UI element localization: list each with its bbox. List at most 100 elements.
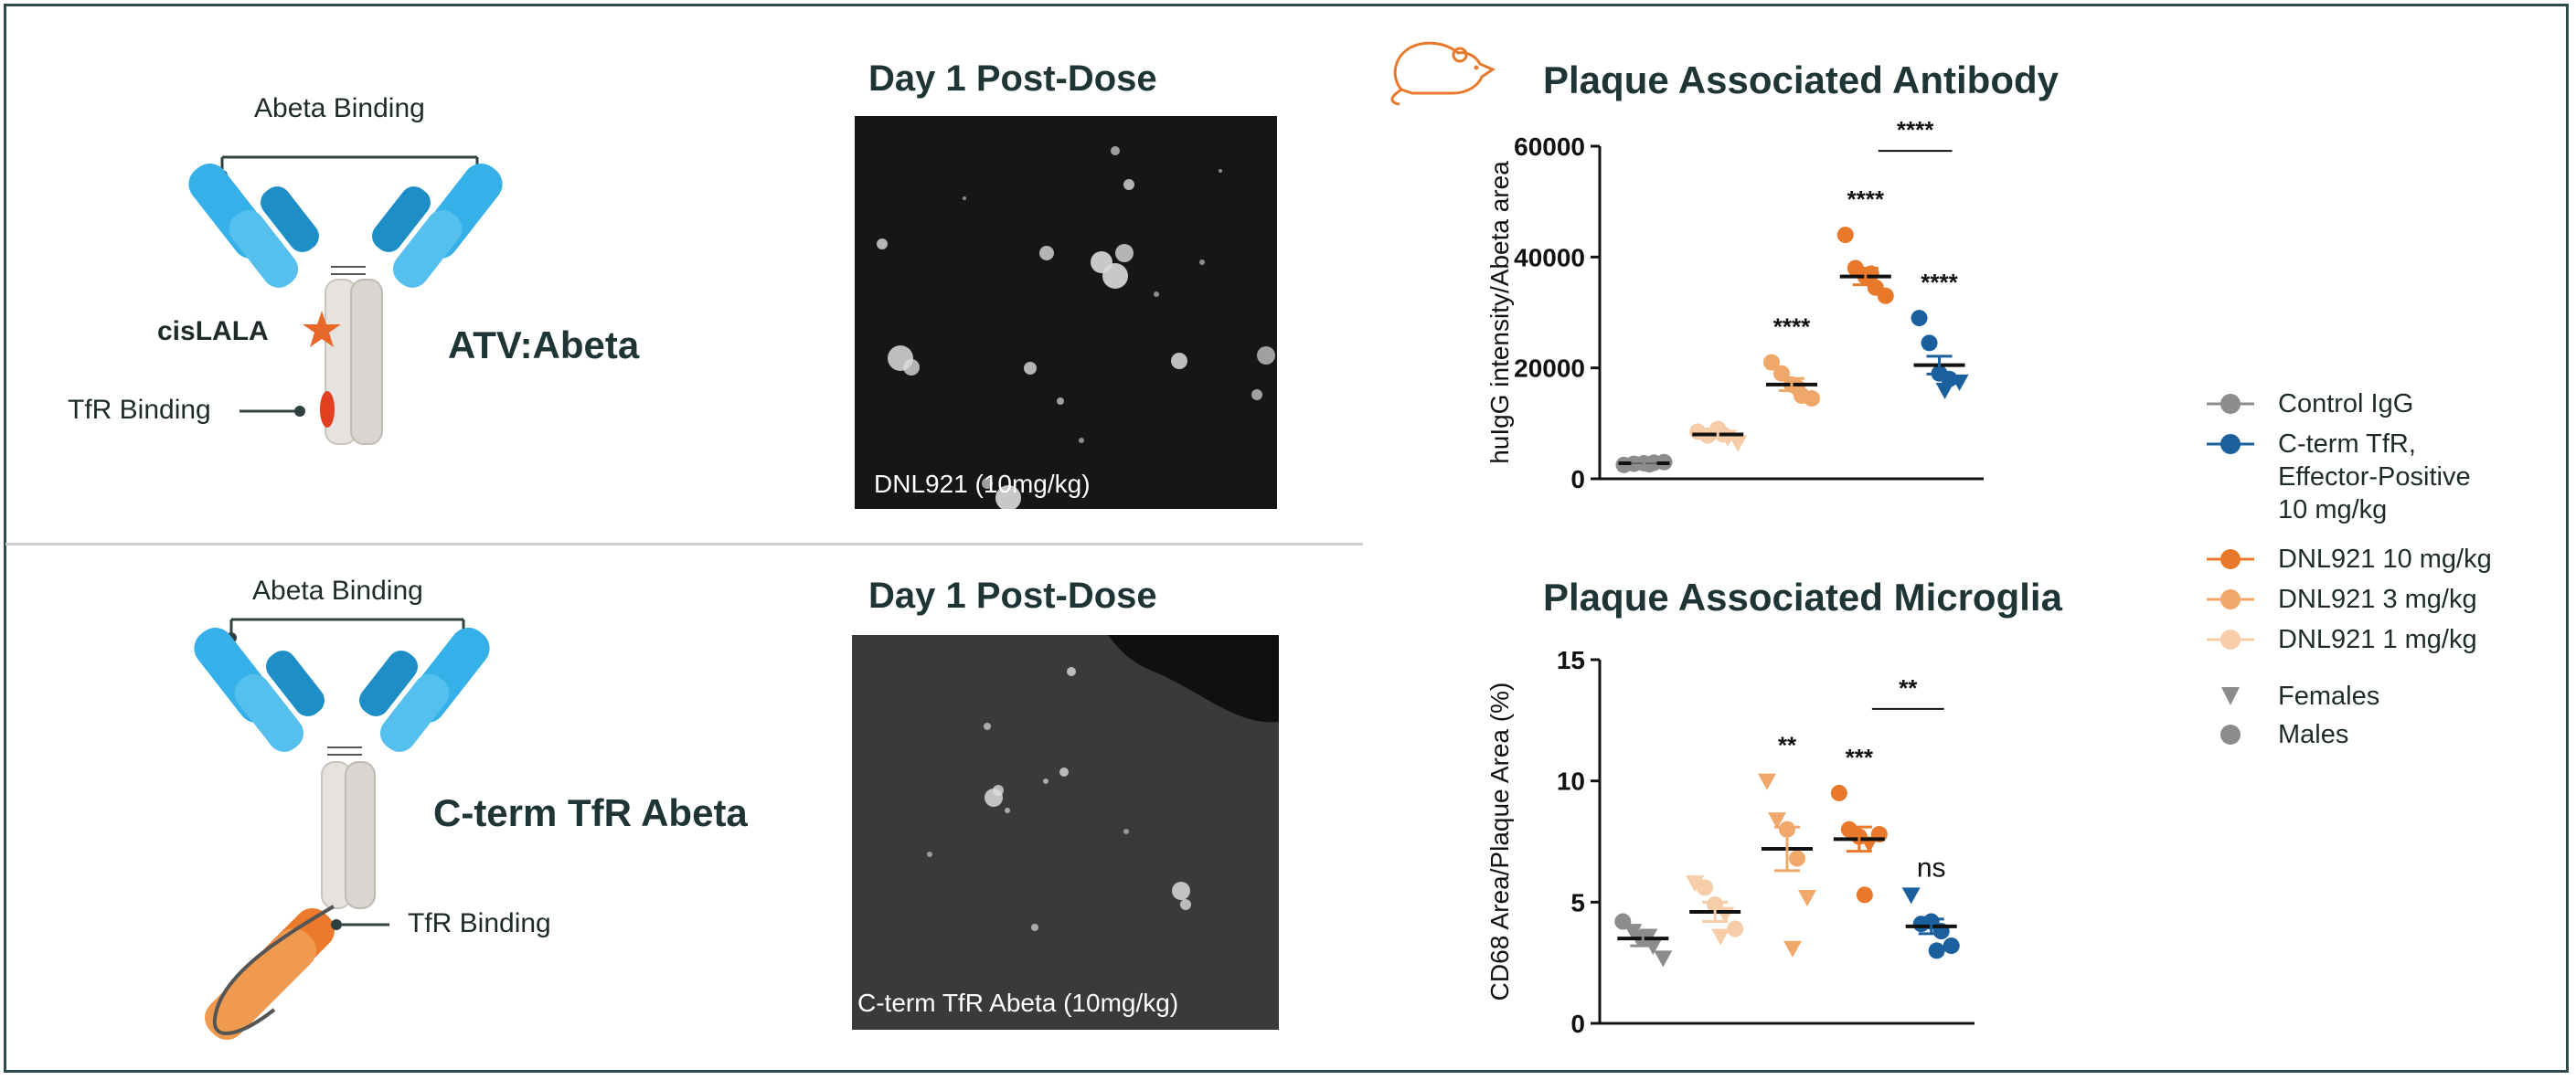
data-point-male	[1727, 920, 1744, 937]
legend-item: C-term TfR,	[2278, 429, 2416, 459]
data-group	[1689, 420, 1748, 452]
y-tick-label: 5	[1570, 888, 1585, 916]
legend-female-marker	[2221, 687, 2240, 705]
antibody-chart-title: Plaque Associated Antibody	[1543, 58, 2059, 101]
significance-label: ns	[1917, 852, 1946, 883]
legend-males: Males	[2278, 720, 2349, 749]
data-point-male	[1856, 886, 1873, 904]
data-point-male	[1928, 942, 1945, 959]
data-point-female	[1654, 950, 1673, 968]
data-point-male	[1943, 937, 1960, 955]
data-group	[1830, 784, 1888, 904]
bottom-microscopy-image	[852, 635, 1279, 1030]
cislala-star-icon	[303, 311, 341, 347]
top-image-title: Day 1 Post-Dose	[868, 58, 1157, 99]
left-fab-arm	[188, 164, 319, 288]
legend-marker	[2220, 589, 2241, 609]
panel-divider	[5, 543, 1363, 545]
significance-label: **	[1778, 732, 1797, 759]
y-tick-label: 0	[1570, 1010, 1585, 1038]
y-tick-label: 60000	[1514, 132, 1585, 161]
legend-item: DNL921 3 mg/kg	[2278, 585, 2477, 614]
right-fab-arm	[372, 164, 503, 288]
legend-item: DNL921 1 mg/kg	[2278, 625, 2477, 654]
tfr-binding-label: TfR Binding	[68, 395, 211, 425]
data-group	[1614, 913, 1673, 968]
tfr-binding-domain	[204, 905, 335, 1041]
data-point-male	[1830, 784, 1847, 801]
atv-abeta-diagram	[188, 155, 503, 445]
data-point-male	[1911, 310, 1928, 327]
bracket-label: ****	[1897, 116, 1934, 143]
bracket-label: **	[1899, 674, 1918, 702]
data-point-female	[1950, 374, 1969, 391]
top-image-caption: DNL921 (10mg/kg)	[874, 470, 1091, 498]
legend-marker	[2220, 434, 2241, 454]
legend-item: Effector-Positive	[2278, 462, 2471, 492]
significance-label: ****	[1847, 185, 1885, 213]
legend-item: 10 mg/kg	[2278, 495, 2388, 524]
legend-markers	[2207, 394, 2254, 745]
y-axis-label: huIgG intensity/Abeta area	[1485, 161, 1514, 464]
data-group	[1901, 887, 1960, 959]
legend-marker	[2220, 549, 2241, 569]
y-tick-label: 0	[1570, 465, 1585, 493]
data-group	[1911, 310, 1969, 399]
right-fab-arm	[359, 628, 490, 752]
data-point-male	[1877, 287, 1894, 304]
data-group	[1836, 227, 1894, 304]
data-point-male	[1836, 227, 1854, 244]
legend-item: Control IgG	[2278, 389, 2414, 418]
data-point-female	[1783, 940, 1802, 958]
figure-frame	[4, 4, 2569, 1073]
data-group	[1615, 453, 1673, 473]
legend-male-marker	[2220, 725, 2241, 745]
data-point-female	[1711, 928, 1730, 946]
fc-region	[321, 761, 376, 909]
legend: Control IgG C-term TfR, Effector-Positiv…	[2203, 387, 2532, 771]
data-point-female	[1901, 887, 1921, 905]
bottom-image-title: Day 1 Post-Dose	[868, 576, 1157, 616]
data-group	[1686, 875, 1744, 946]
data-point-female	[1798, 890, 1816, 907]
cterm-tfr-abeta-title: C-term TfR Abeta	[433, 791, 748, 834]
data-group	[1758, 773, 1816, 958]
data-group	[1763, 354, 1820, 408]
y-tick-label: 10	[1557, 768, 1585, 796]
legend-marker	[2220, 630, 2241, 650]
tfr-binding-site	[320, 391, 335, 428]
y-tick-label: 15	[1557, 646, 1585, 674]
microglia-chart-title: Plaque Associated Microglia	[1543, 576, 2062, 619]
data-point-male	[1697, 879, 1714, 896]
data-point-female	[1686, 875, 1705, 893]
y-axis-label: CD68 Area/Plaque Area (%)	[1485, 683, 1514, 1001]
data-point-male	[1921, 334, 1938, 352]
tfr-binding-label: TfR Binding	[408, 908, 551, 938]
abeta-binding-label: Abeta Binding	[254, 93, 425, 123]
atv-abeta-title: ATV:Abeta	[448, 323, 640, 366]
data-point-male	[1804, 390, 1820, 408]
legend-females: Females	[2278, 682, 2380, 711]
significance-label: ****	[1773, 313, 1811, 341]
data-point-female	[1758, 773, 1776, 790]
data-point-male	[1763, 354, 1780, 371]
y-tick-label: 40000	[1514, 243, 1585, 271]
left-fab-arm	[194, 628, 325, 752]
abeta-binding-label: Abeta Binding	[252, 576, 423, 606]
data-point-male	[1789, 850, 1805, 867]
data-point-female	[1768, 812, 1786, 830]
bottom-image-caption: C-term TfR Abeta (10mg/kg)	[857, 989, 1179, 1017]
y-tick-label: 20000	[1514, 355, 1585, 383]
top-microscopy-image	[855, 116, 1277, 509]
significance-label: ****	[1921, 269, 1958, 296]
cterm-tfr-abeta-diagram	[194, 618, 490, 1041]
legend-item: DNL921 10 mg/kg	[2278, 545, 2492, 574]
fc-region	[325, 279, 383, 445]
data-point-female	[1935, 382, 1954, 399]
cislala-label: cisLALA	[157, 316, 269, 346]
data-point-female	[1729, 435, 1748, 452]
legend-marker	[2220, 394, 2241, 414]
significance-label: ***	[1846, 744, 1874, 771]
